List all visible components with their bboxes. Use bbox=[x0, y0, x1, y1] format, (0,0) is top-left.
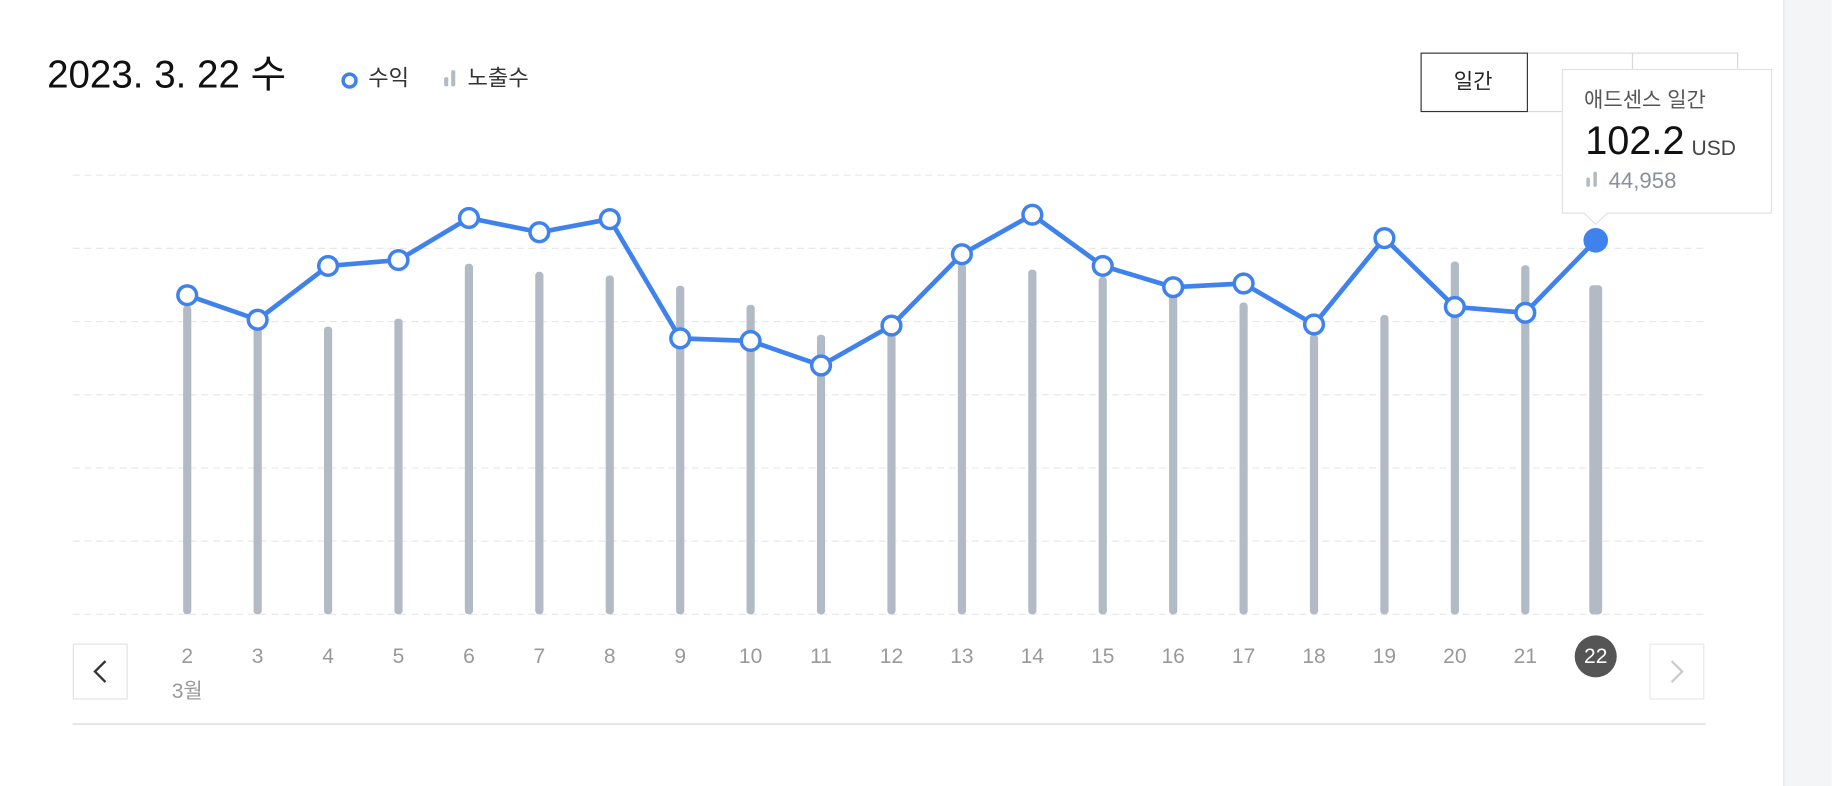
bar bbox=[1521, 265, 1530, 615]
tooltip-impressions: 44,958 bbox=[1609, 168, 1677, 193]
point bbox=[1091, 254, 1114, 278]
next-button[interactable] bbox=[1649, 643, 1705, 700]
tooltip-bar-icon bbox=[1593, 171, 1597, 187]
tooltip-unit: USD bbox=[1692, 137, 1736, 160]
point bbox=[387, 248, 410, 272]
point bbox=[1443, 295, 1466, 319]
x-tick-label: 12 bbox=[880, 645, 903, 668]
bar bbox=[183, 305, 192, 615]
period-button-label[interactable]: 일간 bbox=[1454, 70, 1493, 93]
point bbox=[669, 327, 692, 350]
tooltip-box bbox=[1561, 68, 1773, 226]
bar bbox=[253, 310, 262, 615]
x-tick-label: 7 bbox=[533, 645, 545, 668]
point bbox=[739, 329, 762, 353]
x-tick-label: 16 bbox=[1161, 645, 1184, 668]
bar bbox=[1450, 261, 1459, 615]
x-tick-label: 13 bbox=[950, 645, 973, 668]
x-tick-label: 18 bbox=[1302, 645, 1325, 668]
x-tick-label: 4 bbox=[322, 645, 334, 668]
bar bbox=[605, 275, 614, 615]
x-tick-label: 11 bbox=[810, 645, 832, 668]
bar bbox=[464, 263, 474, 615]
point bbox=[176, 284, 199, 307]
plot: 2 3 4 5 6 7 8 9 10 11 12 13 14 15 16 17 18 19 20 21 22 3월 bbox=[72, 174, 1706, 703]
point bbox=[950, 243, 973, 266]
tooltip: 애드센스 일간 102.2 USD 44,958 bbox=[1561, 68, 1773, 226]
x-tick-label: 21 bbox=[1514, 645, 1537, 668]
bar bbox=[1028, 269, 1037, 615]
tooltip-bar-icon bbox=[1586, 177, 1590, 187]
bar bbox=[394, 318, 403, 615]
x-tick-label: 6 bbox=[463, 645, 475, 668]
bar bbox=[1589, 285, 1603, 615]
x-tick-label: 2 bbox=[181, 645, 193, 668]
point bbox=[1583, 228, 1608, 253]
tooltip-value: 102.2 bbox=[1585, 119, 1684, 163]
legend-bar-icon bbox=[444, 77, 449, 87]
point bbox=[1021, 203, 1044, 226]
prev-icon[interactable] bbox=[93, 660, 107, 683]
bar bbox=[1098, 276, 1107, 615]
point bbox=[1302, 313, 1326, 336]
point bbox=[598, 208, 621, 231]
bar bbox=[1309, 334, 1319, 615]
selected-marker bbox=[1574, 635, 1617, 678]
tooltip-title: 애드센스 일간 bbox=[1584, 89, 1706, 112]
legend-label: 수익 bbox=[368, 65, 409, 90]
point bbox=[316, 254, 340, 278]
x-tick-label: 3 bbox=[252, 645, 264, 668]
x-tick-label: 8 bbox=[604, 645, 616, 668]
bar bbox=[816, 334, 826, 615]
x-tick-label: 22 bbox=[1584, 645, 1607, 668]
bar bbox=[676, 285, 685, 615]
x-tick-label: 14 bbox=[1021, 645, 1045, 668]
period-button-active[interactable] bbox=[1420, 52, 1528, 113]
legend-label: 노출수 bbox=[468, 65, 529, 90]
bar bbox=[1169, 291, 1178, 615]
bar bbox=[535, 271, 544, 615]
prev-button[interactable] bbox=[72, 643, 128, 700]
bar bbox=[1239, 302, 1248, 615]
date-title: 2023. 3. 22 수 bbox=[47, 53, 286, 96]
legend-bar-icon bbox=[451, 70, 456, 87]
x-tick-label: 19 bbox=[1373, 645, 1396, 668]
side-panel bbox=[1783, 0, 1832, 786]
point bbox=[457, 206, 481, 230]
x-tick-label: 5 bbox=[393, 645, 405, 668]
x-tick-label: 20 bbox=[1443, 645, 1466, 668]
bar bbox=[323, 326, 333, 615]
bar bbox=[1380, 314, 1389, 615]
x-tick-label: 10 bbox=[739, 645, 762, 668]
bar bbox=[746, 304, 755, 615]
point bbox=[1162, 276, 1185, 299]
x-tick-label: 9 bbox=[674, 645, 686, 668]
point bbox=[1232, 272, 1255, 295]
point bbox=[1373, 227, 1396, 250]
point bbox=[246, 308, 269, 331]
point bbox=[1514, 301, 1537, 324]
bar bbox=[957, 263, 966, 615]
month-label: 3월 bbox=[172, 680, 203, 703]
legend-line-icon bbox=[341, 72, 358, 89]
point bbox=[528, 221, 551, 244]
next-icon[interactable] bbox=[1670, 660, 1684, 683]
x-tick-label: 15 bbox=[1091, 645, 1114, 668]
bar bbox=[887, 332, 896, 615]
point bbox=[880, 314, 903, 337]
point bbox=[809, 354, 833, 377]
x-tick-label: 17 bbox=[1232, 645, 1255, 668]
